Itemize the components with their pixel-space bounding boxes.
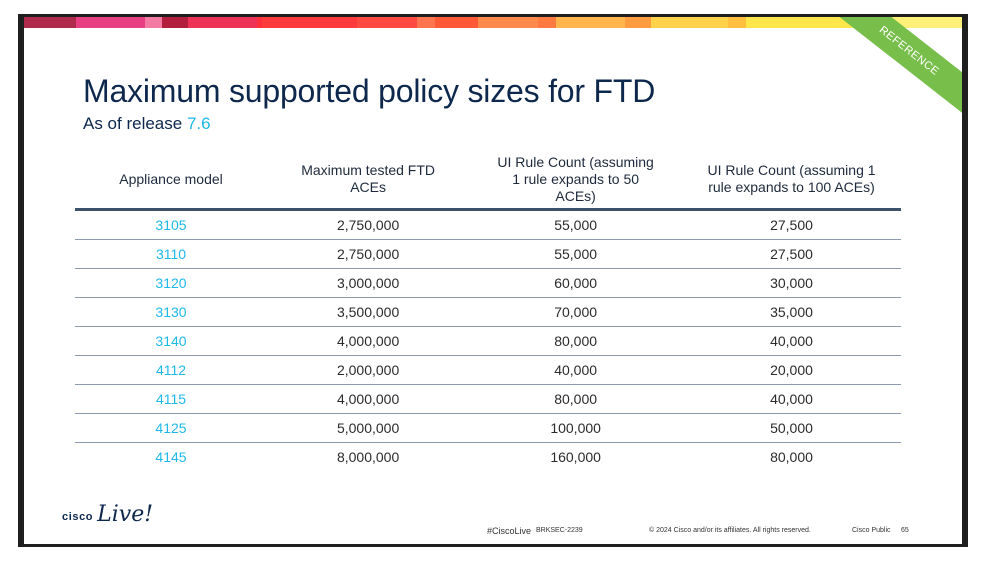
header-rule-count-50-text: UI Rule Count (assuming 1 rule expands t… bbox=[497, 153, 654, 204]
table-row: 4125 5,000,000 100,000 50,000 bbox=[75, 413, 901, 443]
model-cell: 3105 bbox=[75, 209, 268, 240]
policy-size-table: Appliance model Maximum tested FTD ACEs … bbox=[75, 150, 901, 471]
table-row: 3105 2,750,000 55,000 27,500 bbox=[75, 209, 901, 240]
max-aces-cell: 2,000,000 bbox=[267, 355, 470, 385]
rule-count-100-cell: 40,000 bbox=[682, 384, 901, 414]
header-max-aces: Maximum tested FTD ACEs bbox=[267, 150, 470, 211]
table-header-row: Appliance model Maximum tested FTD ACEs … bbox=[75, 150, 901, 211]
rule-count-100-cell: 35,000 bbox=[682, 297, 901, 327]
logo-cisco-text: cisco bbox=[62, 511, 94, 523]
color-bar-segment bbox=[650, 17, 729, 28]
rule-count-100-cell: 20,000 bbox=[682, 355, 901, 385]
model-cell: 4115 bbox=[75, 384, 268, 414]
header-appliance-model: Appliance model bbox=[75, 150, 268, 211]
color-bar-segment bbox=[261, 17, 357, 28]
color-bar-segment bbox=[624, 17, 651, 28]
model-cell: 3110 bbox=[75, 239, 268, 269]
subtitle-prefix: As of release bbox=[83, 114, 183, 133]
table-row: 3140 4,000,000 80,000 40,000 bbox=[75, 326, 901, 356]
color-bar-segment bbox=[434, 17, 478, 28]
color-bar-segment bbox=[477, 17, 539, 28]
cisco-live-logo: cisco Live! bbox=[62, 504, 153, 526]
max-aces-cell: 4,000,000 bbox=[267, 326, 470, 356]
color-bar-segment bbox=[188, 17, 258, 28]
rule-count-100-cell: 50,000 bbox=[682, 413, 901, 443]
max-aces-cell: 4,000,000 bbox=[267, 384, 470, 414]
header-rule-count-100-text: UI Rule Count (assuming 1 rule expands t… bbox=[707, 162, 876, 195]
table-row: 4145 8,000,000 160,000 80,000 bbox=[75, 443, 901, 472]
release-version: 7.6 bbox=[186, 114, 211, 133]
color-bar-segment bbox=[356, 17, 418, 28]
model-cell: 4112 bbox=[75, 355, 268, 385]
footer-session-code: BRKSEC-2239 bbox=[536, 527, 583, 534]
rule-count-50-cell: 40,000 bbox=[469, 355, 683, 385]
model-cell: 4145 bbox=[155, 449, 187, 465]
header-max-aces-text: Maximum tested FTD ACEs bbox=[301, 162, 436, 195]
footer-page-number: 65 bbox=[901, 527, 909, 534]
color-bar-segment bbox=[145, 17, 163, 28]
rule-count-100-cell: 27,500 bbox=[682, 239, 901, 269]
table-row: 3110 2,750,000 55,000 27,500 bbox=[75, 239, 901, 269]
color-bar-segment bbox=[745, 17, 893, 28]
rule-count-100-cell: 40,000 bbox=[682, 326, 901, 356]
table-row: 4115 4,000,000 80,000 40,000 bbox=[75, 384, 901, 414]
color-bar-segment bbox=[257, 17, 262, 28]
model-cell: 3120 bbox=[75, 268, 268, 298]
color-bar-segment bbox=[538, 17, 556, 28]
rule-count-100-cell: 80,000 bbox=[770, 449, 813, 465]
slide-subtitle: As of release 7.6 bbox=[83, 114, 211, 134]
rule-count-100-cell: 27,500 bbox=[682, 209, 901, 240]
rule-count-50-cell: 80,000 bbox=[469, 384, 683, 414]
model-cell: 3140 bbox=[75, 326, 268, 356]
rule-count-50-cell: 55,000 bbox=[469, 239, 683, 269]
rule-count-50-cell: 80,000 bbox=[469, 326, 683, 356]
model-cell: 4125 bbox=[75, 413, 268, 443]
table-row: 3120 3,000,000 60,000 30,000 bbox=[75, 268, 901, 298]
color-bar-segment bbox=[162, 17, 189, 28]
model-cell: 3130 bbox=[75, 297, 268, 327]
rule-count-50-cell: 60,000 bbox=[469, 268, 683, 298]
color-bar-segment bbox=[892, 17, 962, 28]
footer-classification: Cisco Public bbox=[852, 527, 891, 534]
slide-title: Maximum supported policy sizes for FTD bbox=[83, 73, 656, 109]
max-aces-cell: 3,000,000 bbox=[267, 268, 470, 298]
rule-count-50-cell: 160,000 bbox=[550, 449, 601, 465]
color-bar bbox=[24, 17, 962, 28]
reference-ribbon: REFERENCE bbox=[816, 17, 962, 129]
color-bar-segment bbox=[555, 17, 625, 28]
max-aces-cell: 2,750,000 bbox=[267, 239, 470, 269]
table-row: 4112 2,000,000 40,000 20,000 bbox=[75, 355, 901, 385]
color-bar-segment bbox=[417, 17, 435, 28]
max-aces-cell: 5,000,000 bbox=[267, 413, 470, 443]
slide-frame: REFERENCE Maximum supported policy sizes… bbox=[18, 14, 968, 547]
footer-copyright: © 2024 Cisco and/or its affiliates. All … bbox=[649, 527, 811, 534]
color-bar-segment bbox=[75, 17, 146, 28]
header-rule-count-50: UI Rule Count (assuming 1 rule expands t… bbox=[469, 150, 683, 211]
color-bar-segment bbox=[24, 17, 76, 28]
max-aces-cell: 2,750,000 bbox=[267, 209, 470, 240]
table-row: 3130 3,500,000 70,000 35,000 bbox=[75, 297, 901, 327]
max-aces-cell: 3,500,000 bbox=[267, 297, 470, 327]
logo-live-text: Live! bbox=[97, 502, 154, 527]
max-aces-cell: 8,000,000 bbox=[336, 449, 400, 465]
footer-hashtag: #CiscoLive bbox=[487, 526, 532, 536]
header-rule-count-100: UI Rule Count (assuming 1 rule expands t… bbox=[682, 150, 901, 211]
rule-count-50-cell: 70,000 bbox=[469, 297, 683, 327]
rule-count-50-cell: 100,000 bbox=[469, 413, 683, 443]
color-bar-segment bbox=[728, 17, 746, 28]
rule-count-50-cell: 55,000 bbox=[469, 209, 683, 240]
rule-count-100-cell: 30,000 bbox=[682, 268, 901, 298]
